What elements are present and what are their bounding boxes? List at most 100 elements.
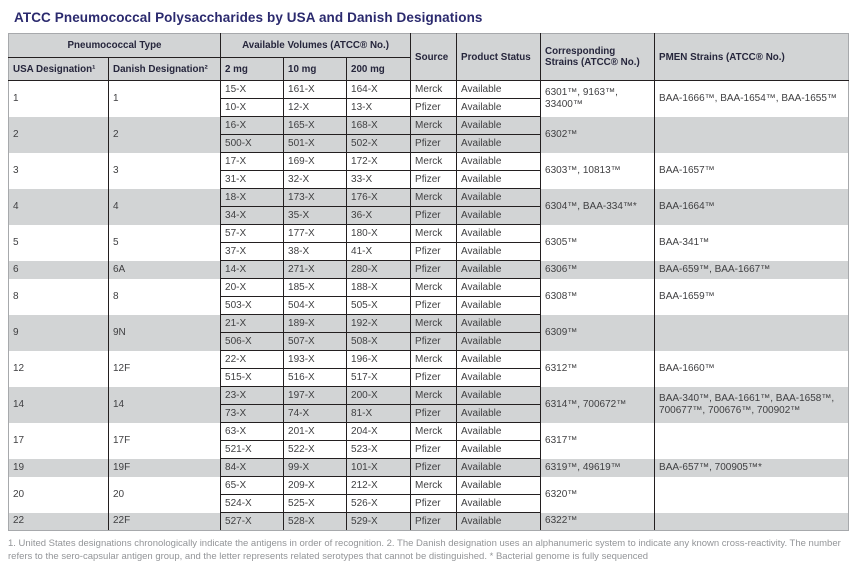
volume-2mg-cell: 63-X [220,422,285,441]
usa-designation-cell: 22 [8,512,109,531]
pmen-strains-cell: BAA-1657™ [654,152,850,189]
source-cell: Merck [410,152,458,171]
danish-designation-cell: 6A [107,260,222,279]
volume-200mg-cell: 180-X [346,224,412,243]
pmen-strains-cell [654,476,850,513]
table-body: 1 1 15-X 161-X 164-X Merck Available 6301™, 916… [8,80,850,531]
table-row: 9 9N 21-X 189-X 192-X Merck Available 6309™ [8,314,850,351]
source-cell: Merck [410,386,458,405]
corresponding-strains-cell: 6302™ [540,116,656,153]
pmen-strains-cell: BAA-1659™ [654,278,850,315]
product-status-cell: Available [456,188,542,207]
danish-designation-cell: 4 [107,188,222,225]
volume-2mg-cell: 521-X [220,440,285,459]
table-row: 506-X 507-X 508-X Pfizer Available [9,332,849,351]
source-cell: Pfizer [410,440,458,459]
product-status-cell: Available [456,80,542,99]
volume-200mg-cell: 36-X [346,206,412,225]
volume-200mg-cell: 280-X [346,260,412,279]
volume-200mg-cell: 505-X [346,296,412,315]
header-available-volumes: Available Volumes (ATCC® No.) [220,33,412,58]
table-row: 6 6A 14-X 271-X 280-X Pfizer Available 6306™ BAA… [8,260,850,279]
pmen-strains-cell [654,422,850,459]
volume-2mg-cell: 22-X [220,350,285,369]
product-status-cell: Available [456,260,542,279]
product-status-cell: Available [456,170,542,189]
corresponding-strains-cell: 6301™, 9163™, 33400™ [540,80,656,117]
product-status-cell: Available [456,98,542,117]
volume-2mg-cell: 18-X [220,188,285,207]
volume-10mg-cell: 189-X [283,314,348,333]
product-status-cell: Available [456,314,542,333]
volume-200mg-cell: 188-X [346,278,412,297]
header-usa-designation: USA Designation¹ [8,57,109,81]
product-status-cell: Available [456,422,542,441]
volume-200mg-cell: 13-X [346,98,412,117]
pmen-strains-cell: BAA-659™, BAA-1667™ [654,260,850,279]
volume-10mg-cell: 161-X [283,80,348,99]
table-row: 12 12F 22-X 193-X 196-X Merck Available 6312™ BA… [8,350,850,387]
pmen-strains-cell [654,314,850,351]
product-status-cell: Available [456,386,542,405]
header-2mg: 2 mg [220,57,285,81]
volume-200mg-cell: 101-X [346,458,412,477]
table-row: 73-X 74-X 81-X Pfizer Available [9,404,849,423]
usa-designation-cell: 9 [8,314,109,351]
product-status-cell: Available [456,332,542,351]
product-status-cell: Available [456,458,542,477]
pmen-strains-cell: BAA-340™, BAA-1661™, BAA-1658™, 700677™,… [654,386,850,423]
table-row: 37-X 38-X 41-X Pfizer Available [9,242,849,261]
volume-10mg-cell: 99-X [283,458,348,477]
volume-2mg-cell: 84-X [220,458,285,477]
product-status-cell: Available [456,440,542,459]
volume-2mg-cell: 524-X [220,494,285,513]
volume-200mg-cell: 164-X [346,80,412,99]
danish-designation-cell: 5 [107,224,222,261]
product-status-cell: Available [456,116,542,135]
volume-2mg-cell: 500-X [220,134,285,153]
product-status-cell: Available [456,368,542,387]
volume-10mg-cell: 193-X [283,350,348,369]
pmen-strains-cell: BAA-1666™, BAA-1654™, BAA-1655™ [654,80,850,117]
source-cell: Merck [410,314,458,333]
corresponding-strains-cell: 6322™ [540,512,656,531]
corresponding-strains-cell: 6304™, BAA-334™* [540,188,656,225]
usa-designation-cell: 4 [8,188,109,225]
volume-10mg-cell: 165-X [283,116,348,135]
table-row: 22 22F 527-X 528-X 529-X Pfizer Available 6322™ [8,512,850,531]
source-cell: Pfizer [410,332,458,351]
header-source: Source [410,33,458,81]
corresponding-strains-cell: 6314™, 700672™ [540,386,656,423]
product-status-cell: Available [456,512,542,531]
volume-2mg-cell: 14-X [220,260,285,279]
usa-designation-cell: 20 [8,476,109,513]
table-row: 8 8 20-X 185-X 188-X Merck Available 6308™ BAA-1… [8,278,850,315]
corresponding-strains-cell: 6320™ [540,476,656,513]
volume-2mg-cell: 73-X [220,404,285,423]
volume-10mg-cell: 197-X [283,386,348,405]
volume-2mg-cell: 65-X [220,476,285,495]
product-status-cell: Available [456,476,542,495]
corresponding-strains-cell: 6309™ [540,314,656,351]
volume-200mg-cell: 212-X [346,476,412,495]
pmen-strains-cell: BAA-657™, 700905™* [654,458,850,477]
product-status-cell: Available [456,278,542,297]
volume-2mg-cell: 503-X [220,296,285,315]
volume-2mg-cell: 21-X [220,314,285,333]
volume-2mg-cell: 20-X [220,278,285,297]
usa-designation-cell: 2 [8,116,109,153]
table-header: Pneumococcal Type Available Volumes (ATC… [7,33,850,81]
volume-200mg-cell: 196-X [346,350,412,369]
volume-200mg-cell: 523-X [346,440,412,459]
corresponding-strains-cell: 6312™ [540,350,656,387]
product-status-cell: Available [456,134,542,153]
volume-200mg-cell: 517-X [346,368,412,387]
corresponding-strains-cell: 6319™, 49619™ [540,458,656,477]
source-cell: Merck [410,224,458,243]
volume-10mg-cell: 271-X [283,260,348,279]
table-row: 524-X 525-X 526-X Pfizer Available [9,494,849,513]
product-status-cell: Available [456,494,542,513]
header-200mg: 200 mg [346,57,412,81]
pneumococcal-table: Pneumococcal Type Available Volumes (ATC… [7,33,850,531]
header-pneumococcal-type: Pneumococcal Type [7,33,222,58]
